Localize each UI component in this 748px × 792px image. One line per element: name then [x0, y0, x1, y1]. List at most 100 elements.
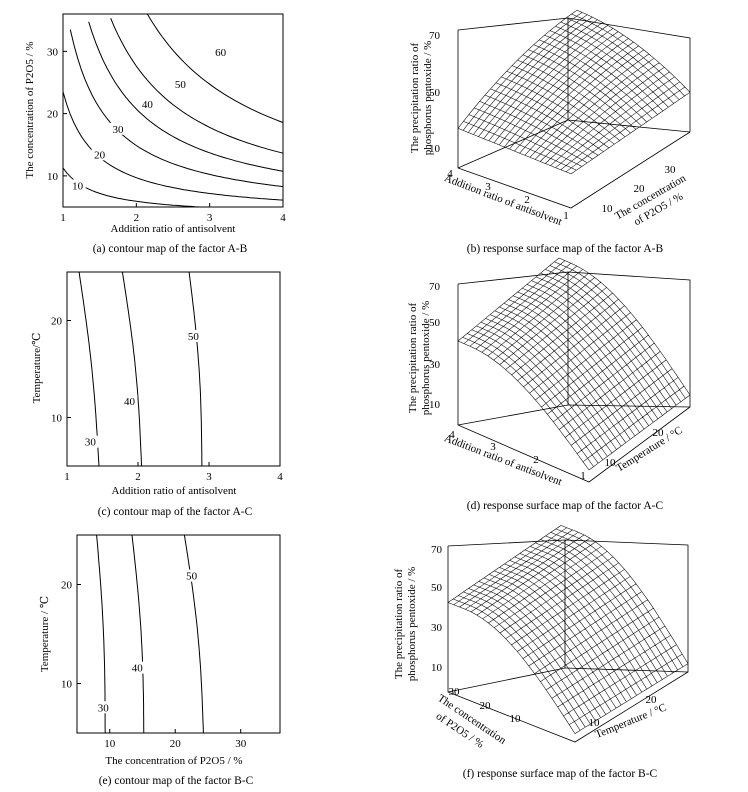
panel-d-floor-left: [457, 404, 569, 426]
x-tick-label: 2: [134, 212, 140, 224]
panel-c-y-axis-label: Temperature/℃: [31, 333, 43, 404]
contour-label-30: 30: [113, 124, 125, 136]
x-tick-label: 10: [510, 713, 522, 725]
panel-a-caption: (a) contour map of the factor A-B: [93, 243, 248, 255]
contour-label-bg: [172, 77, 189, 90]
panel-a-y-axis-label: The concentration of P2O5 / %: [24, 41, 36, 178]
panel-b-z-axis-label-line2: phosphorus pentoxide / %: [422, 41, 434, 156]
contour-label-30: 30: [85, 437, 97, 449]
panel-e-contour-lines: [96, 534, 204, 734]
contour-label-bg: [129, 661, 146, 674]
panel-c-ticks: 1 2 3 4 10 20: [51, 316, 283, 484]
x-tick-label: 2: [135, 471, 141, 483]
panel-f-floor-right: [564, 667, 689, 673]
contour-label-bg: [110, 122, 126, 135]
x-tick-label: 10: [104, 738, 116, 750]
x-tick-label: 2: [533, 454, 539, 466]
panel-a-ticks: 1 2 3 4 10 20 30: [47, 46, 286, 224]
panel-e-x-axis-label: The concentration of P2O5 / %: [105, 755, 242, 767]
contour-label-bg: [82, 435, 99, 448]
contour-line-50: [188, 271, 203, 467]
x-tick-label: 3: [206, 471, 212, 483]
panel-d-3d-box: [457, 271, 691, 483]
panel-e-ticks: 10 20 30 10 20: [61, 580, 247, 751]
z-tick-label: 50: [429, 87, 441, 99]
x-tick-label: 3: [490, 441, 496, 453]
panel-a-contour-labels: 10 20 30 40 50 60: [69, 46, 229, 192]
panel-b-z-axis-label-line1: The precipitation ratio of: [409, 43, 421, 154]
x-tick-label: 4: [449, 429, 455, 441]
panel-b-surface-mesh: [457, 9, 691, 175]
contour-line-40: [121, 271, 142, 467]
panel-f-ticks: 70 50 30 10 30 20 10 10 20: [431, 544, 657, 729]
panel-c-contour-lines: [78, 271, 203, 467]
contour-line-50: [110, 18, 284, 154]
panel-c-plot-frame: [66, 271, 281, 467]
contour-label-60: 60: [215, 47, 227, 59]
x-tick-label: 4: [447, 168, 453, 180]
panel-f-z-axis-label-line1: The precipitation ratio of: [393, 569, 405, 680]
panel-e-contour-bc: 10 20 30 10 20 30 40 50 The concentration of P…: [39, 534, 281, 787]
panel-a-contour-ab: 1 2 3 4 10 20 30 10 20 30 40 50 60 Addition ratio o…: [24, 13, 286, 255]
panel-b-ticks: 50 10 70 4 3 2 1 10 20 30: [429, 30, 676, 222]
contour-label-bg: [139, 97, 156, 110]
x-tick-label: 3: [207, 212, 213, 224]
panel-f-floor-left: [447, 667, 566, 693]
panel-a-x-axis-label: Addition ratio of antisolvent: [111, 223, 236, 235]
z-tick-label: 50: [429, 317, 441, 329]
z-tick-label: 10: [429, 399, 441, 411]
x-tick-label: 4: [277, 471, 283, 483]
x-tick-label: 1: [64, 471, 70, 483]
x-tick-label: 4: [280, 212, 286, 224]
panel-d-surface-mesh: [457, 257, 691, 471]
x-tick-label: 1: [563, 210, 569, 222]
panel-d-floor-right: [567, 404, 691, 408]
y-tick-label: 30: [47, 46, 59, 58]
y-tick-label: 20: [653, 427, 665, 439]
x-tick-label: 30: [235, 738, 247, 750]
panel-a-plot-frame: [62, 13, 284, 208]
x-tick-label: 20: [480, 700, 492, 712]
panel-b-floor-left: [457, 119, 569, 169]
z-tick-label: 50: [431, 582, 443, 594]
contour-label-bg: [69, 179, 86, 192]
panel-c-contour-labels: 30 40 50: [82, 329, 202, 449]
panel-f-z-axis-label-line2: phosphorus pentoxide / %: [406, 567, 418, 682]
z-tick-label: 30: [429, 359, 441, 371]
contour-line-40: [88, 21, 284, 172]
contour-label-40: 40: [132, 663, 144, 675]
contour-label-10: 10: [72, 180, 84, 192]
contour-label-bg: [95, 701, 112, 714]
contour-label-50: 50: [175, 79, 187, 91]
y-tick-label: 10: [47, 171, 59, 183]
panel-c-x-axis-label: Addition ratio of antisolvent: [112, 485, 237, 497]
x-tick-label: 2: [524, 194, 530, 206]
y-tick-label: 30: [665, 164, 677, 176]
y-tick-label: 10: [602, 203, 614, 215]
y-tick-label: 20: [61, 580, 73, 592]
panel-c-caption: (c) contour map of the factor A-C: [98, 506, 253, 518]
x-tick-label: 3: [485, 181, 491, 193]
z-tick-label: 70: [431, 544, 443, 556]
x-tick-label: 20: [170, 738, 182, 750]
panel-d-caption: (d) response surface map of the factor A…: [467, 500, 664, 512]
x-tick-label: 1: [580, 470, 586, 482]
contour-label-bg: [212, 46, 229, 59]
z-tick-label: 70: [429, 30, 441, 42]
panel-c-contour-ac: 1 2 3 4 10 20 30 40 50 Addition ratio of antiso…: [31, 271, 283, 518]
x-tick-label: 30: [449, 686, 461, 698]
panel-d-ticks: 70 50 30 10 4 3 2 1 10 20: [429, 281, 664, 482]
y-tick-label: 20: [47, 109, 59, 121]
x-tick-label: 1: [60, 212, 66, 224]
panel-e-caption: (e) contour map of the factor B-C: [99, 775, 254, 787]
y-tick-label: 20: [646, 694, 658, 706]
contour-label-bg: [183, 569, 200, 582]
contour-line-50: [183, 534, 204, 734]
contour-line-60: [146, 13, 284, 123]
contour-label-40: 40: [142, 99, 154, 111]
contour-line-30: [96, 534, 106, 734]
contour-label-40: 40: [124, 396, 136, 408]
contour-label-50: 50: [188, 331, 200, 343]
z-tick-label: 10: [429, 143, 441, 155]
